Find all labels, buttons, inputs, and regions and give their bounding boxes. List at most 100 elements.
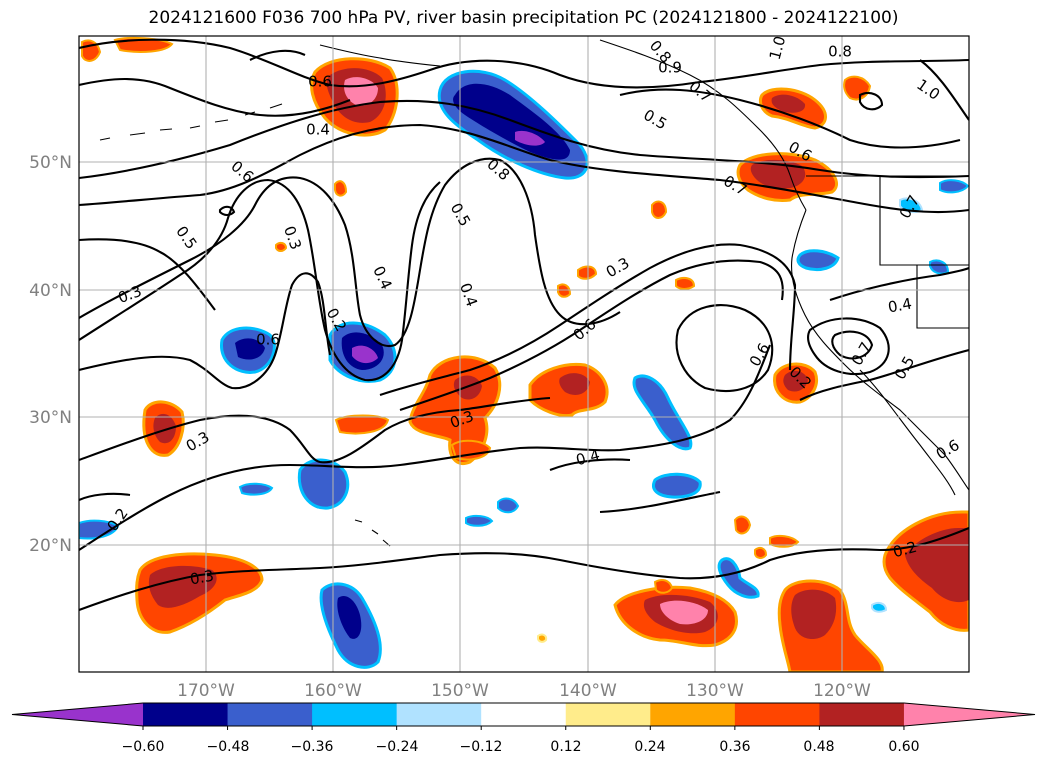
neg-blob-small-2 — [465, 514, 494, 527]
lat-label: 20°N — [29, 536, 72, 556]
neg-blob-coast-1 — [796, 249, 840, 272]
contour-label: 0.6 — [256, 331, 280, 349]
border-state-2 — [916, 265, 969, 329]
pos-blob-small-12 — [275, 241, 288, 252]
lon-label: 130°W — [686, 681, 744, 701]
colorbar-swatch — [227, 703, 313, 726]
colorbar-swatch — [396, 703, 482, 726]
colorbar-swatch — [734, 703, 820, 726]
pos-blob-s-central-pink — [660, 600, 708, 625]
pos-blob-small-11 — [450, 439, 492, 461]
pos-blob-ne-1-dark — [771, 94, 806, 113]
neg-blob-tiny — [871, 601, 888, 613]
lat-labels: 50°N 40°N 30°N 20°N — [29, 153, 72, 556]
pos-blob-se-dark — [791, 589, 837, 640]
pos-blob-coast-dark — [783, 370, 808, 392]
coastline-west-us — [791, 209, 969, 491]
colorbar-tick-label: −0.48 — [207, 739, 250, 755]
colorbar — [11, 702, 1036, 730]
pv-contour — [79, 77, 351, 117]
pv-contour — [79, 272, 332, 390]
colorbar-swatch — [143, 703, 229, 726]
coastline-baja — [859, 369, 956, 496]
colorbar-extend-right — [903, 703, 1035, 726]
pv-contour — [919, 59, 969, 121]
pv-contour — [249, 49, 306, 61]
colorbar-tick-label: 0.24 — [634, 739, 665, 755]
map-area: 0.8 1.0 0.80.90.7 1.00.50.70.60.60.60.40.80… — [79, 34, 969, 672]
pos-blob-small-2 — [651, 200, 668, 219]
pv-contour — [399, 259, 784, 411]
colorbar-swatch — [565, 703, 651, 726]
neg-blob-small-1 — [238, 482, 274, 496]
colorbar-extend-left — [12, 703, 143, 726]
coastlines — [99, 39, 969, 547]
lat-label: 30°N — [29, 408, 72, 428]
pv-contour — [79, 99, 969, 180]
neg-blob-west-1-core — [235, 338, 265, 360]
contour-label: 0.9 — [658, 59, 682, 77]
colorbar-swatch — [650, 703, 736, 726]
pv-contour — [218, 205, 236, 217]
pos-blob-small-9 — [754, 546, 768, 559]
colorbar-tick-label: 0.60 — [888, 739, 919, 755]
contour-label: 0.2 — [891, 538, 919, 562]
pos-blob-small-13 — [537, 633, 548, 643]
neg-blob-central-west — [297, 458, 350, 510]
pos-blob-small-7 — [733, 515, 752, 535]
colorbar-swatch — [312, 703, 398, 726]
contour-label: 1.0 — [766, 34, 790, 62]
contour-label: 0.8 — [828, 43, 852, 61]
colorbar-swatch — [819, 703, 905, 726]
pos-blob-central-2-dark — [559, 373, 590, 395]
pv-contour — [79, 123, 969, 214]
neg-blob-north-central-purple — [515, 130, 545, 146]
lon-label: 120°W — [813, 681, 871, 701]
colorbar-tick-label: −0.60 — [122, 739, 165, 755]
contour-label: 0.4 — [887, 295, 914, 317]
neg-blob-east-1 — [632, 374, 693, 451]
contour-label: 0.4 — [574, 446, 602, 470]
pv-contours — [79, 38, 969, 611]
pos-blob-small-10 — [653, 579, 674, 594]
pos-blob-small-3 — [577, 265, 598, 280]
lon-label: 140°W — [559, 681, 617, 701]
neg-blob-small-3 — [497, 497, 520, 514]
pos-blob-small-8 — [769, 534, 800, 548]
neg-blob-east-2 — [652, 472, 702, 499]
contour-labels: 0.8 1.0 0.80.90.7 1.00.50.70.60.60.60.40.80… — [103, 34, 962, 589]
pv-contour — [79, 527, 969, 611]
coastline-alaska — [599, 39, 807, 211]
pos-blob-far-se-dark — [905, 528, 969, 603]
colorbar-tick-label: −0.24 — [376, 739, 419, 755]
pos-blob-small-4 — [675, 277, 696, 290]
lon-label: 160°W — [304, 681, 362, 701]
pv-contour — [829, 267, 969, 301]
lon-labels: 170°W 160°W 150°W 140°W 130°W 120°W — [177, 681, 871, 701]
colorbar-tick-label: 0.36 — [719, 739, 750, 755]
pv-contour — [79, 157, 621, 348]
map-frame — [78, 35, 970, 673]
aleutians — [99, 103, 283, 141]
pv-contour — [79, 492, 131, 501]
pv-contour — [79, 344, 771, 551]
alaska-coast-2 — [319, 44, 441, 67]
colorbar-tick-label: 0.48 — [803, 739, 834, 755]
neg-blob-south-core — [337, 595, 362, 639]
border-state-1 — [879, 176, 969, 266]
pv-contour — [858, 91, 884, 111]
contour-label: 0.6 — [308, 73, 332, 91]
colorbar-swatch — [481, 703, 567, 726]
colorbar-tick-label: −0.36 — [291, 739, 334, 755]
pos-blob-small-6 — [334, 180, 348, 197]
pv-contour — [675, 304, 774, 392]
pv-contour — [379, 243, 797, 396]
contour-label: 0.3 — [189, 567, 216, 589]
pv-contour — [599, 490, 721, 514]
lat-label: 50°N — [29, 153, 72, 173]
neg-blob-west-2-purple — [352, 345, 378, 364]
pv-contour — [619, 88, 961, 149]
neg-blob-ne — [939, 179, 969, 194]
pos-blob-ne-3 — [843, 75, 872, 101]
